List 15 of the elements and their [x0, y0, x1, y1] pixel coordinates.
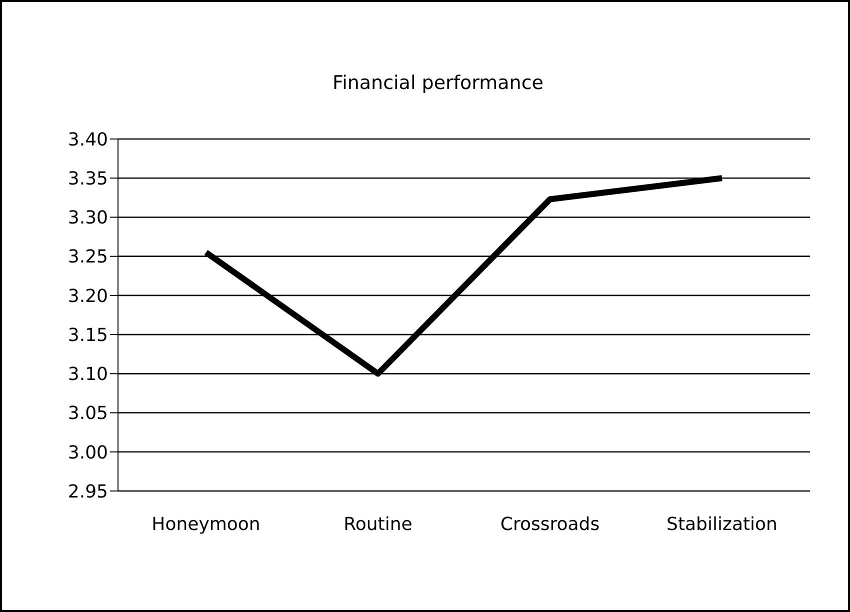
y-tick-label: 3.25: [68, 246, 108, 268]
y-tick-label: 3.40: [68, 129, 108, 150]
x-tick-label: Crossroads: [500, 514, 600, 535]
y-tick-label: 3.00: [68, 442, 108, 464]
y-tick-label: 3.05: [68, 403, 108, 424]
y-tick-label: 3.30: [68, 208, 108, 229]
x-tick-label: Stabilization: [666, 514, 778, 535]
y-tick-label: 3.35: [68, 168, 108, 190]
chart-title: Financial performance: [332, 72, 544, 94]
y-tick-label: 3.10: [68, 364, 108, 386]
y-tick-label: 2.95: [68, 481, 108, 502]
x-tick-label: Honeymoon: [152, 514, 260, 535]
y-tick-label: 3.15: [68, 324, 108, 346]
y-tick-label: 3.20: [68, 286, 108, 307]
x-tick-label: Routine: [344, 514, 412, 535]
